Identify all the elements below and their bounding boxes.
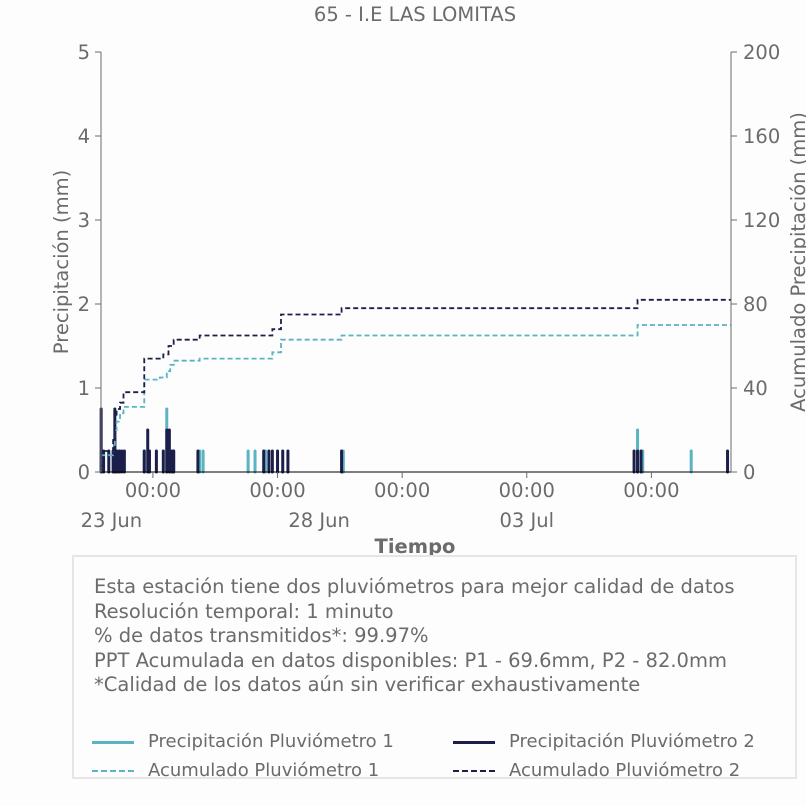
note-line: Resolución temporal: 1 minuto: [94, 600, 394, 623]
legend-swatch-solid: [453, 741, 495, 744]
precipitation-chart: 65 - I.E LAS LOMITAS 0 1 2 3 4 5 0 40 80 120 160 20…: [50, 3, 806, 558]
legend-label: Acumulado Pluviómetro 2: [509, 760, 741, 781]
y-tick-label: 3: [78, 209, 90, 232]
legend-swatch-dashed: [92, 770, 134, 772]
legend-swatch-solid: [92, 741, 134, 744]
y-tick-label: 5: [78, 41, 90, 64]
x-date-label: 03 Jul: [499, 509, 554, 532]
y-axis-label: Precipitación (mm): [50, 170, 73, 354]
legend-label: Precipitación Pluviómetro 2: [509, 731, 755, 752]
y-tick-label: 2: [78, 293, 90, 316]
x-date-label: 28 Jun: [288, 509, 349, 532]
legend-swatch-dashed: [453, 770, 495, 772]
y2-tick-label: 200: [743, 41, 780, 64]
y2-tick-label: 40: [743, 377, 768, 400]
x-date-label: 23 Jun: [81, 509, 142, 532]
x-tick-label: 00:00: [249, 479, 305, 502]
y-tick-label: 0: [78, 461, 90, 484]
note-line: % de datos transmitidos*: 99.97%: [94, 624, 429, 647]
x-tick-label: 00:00: [499, 479, 555, 502]
y2-tick-label: 120: [743, 209, 780, 232]
note-line: PPT Acumulada en datos disponibles: P1 -…: [94, 649, 727, 672]
legend-label: Acumulado Pluviómetro 1: [148, 760, 380, 781]
x-tick-label: 00:00: [623, 479, 679, 502]
x-tick-label: 00:00: [374, 479, 430, 502]
plot-area: 0 1 2 3 4 5 0 40 80 120 160 200 00:00 00:00 00:00 00:00…: [78, 41, 781, 532]
x-axis-label: Tiempo: [375, 535, 456, 558]
y2-tick-label: 160: [743, 125, 780, 148]
y2-tick-label: 80: [743, 293, 768, 316]
chart-title: 65 - I.E LAS LOMITAS: [314, 3, 516, 26]
legend-label: Precipitación Pluviómetro 1: [148, 731, 394, 752]
y-tick-label: 4: [78, 125, 90, 148]
y2-axis-label: Acumulado Precipitación (mm): [787, 112, 806, 412]
cumulative-line-2: [100, 298, 731, 473]
x-tick-label: 00:00: [125, 479, 181, 502]
y-tick-label: 1: [78, 377, 90, 400]
note-line: Esta estación tiene dos pluviómetros par…: [94, 575, 735, 598]
info-box: Esta estación tiene dos pluviómetros par…: [72, 555, 797, 781]
note-line: *Calidad de los datos aún sin verificar …: [94, 673, 641, 696]
y2-tick-label: 0: [743, 461, 755, 484]
